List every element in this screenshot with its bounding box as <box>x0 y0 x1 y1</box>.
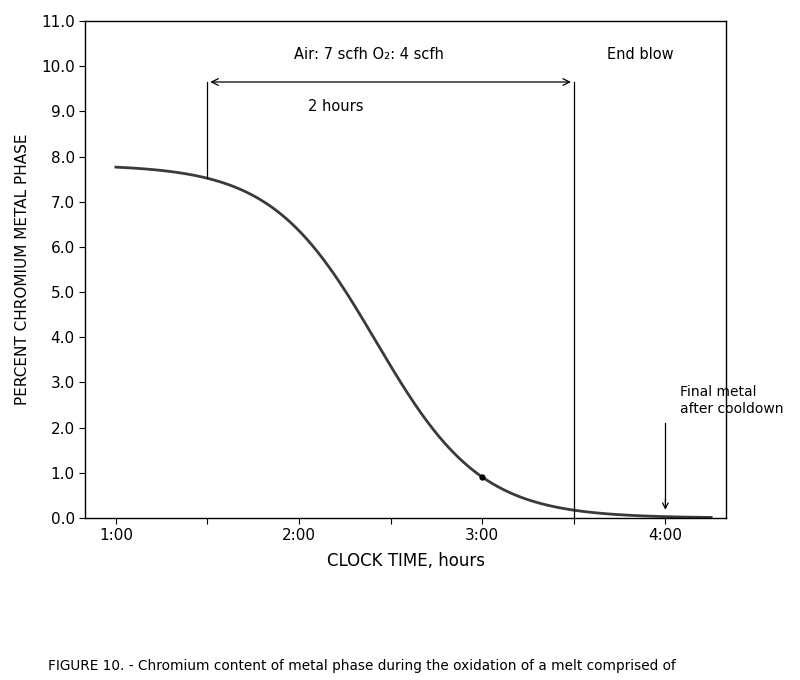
X-axis label: CLOCK TIME, hours: CLOCK TIME, hours <box>326 551 485 570</box>
Text: 2 hours: 2 hours <box>308 99 363 114</box>
Text: Air: 7 scfh O₂: 4 scfh: Air: 7 scfh O₂: 4 scfh <box>294 48 443 63</box>
Text: FIGURE 10. - Chromium content of metal phase during the oxidation of a melt comp: FIGURE 10. - Chromium content of metal p… <box>48 659 676 673</box>
Text: Final metal
after cooldown: Final metal after cooldown <box>680 385 783 416</box>
Text: End blow: End blow <box>606 48 674 63</box>
Y-axis label: PERCENT CHROMIUM METAL PHASE: PERCENT CHROMIUM METAL PHASE <box>15 134 30 405</box>
